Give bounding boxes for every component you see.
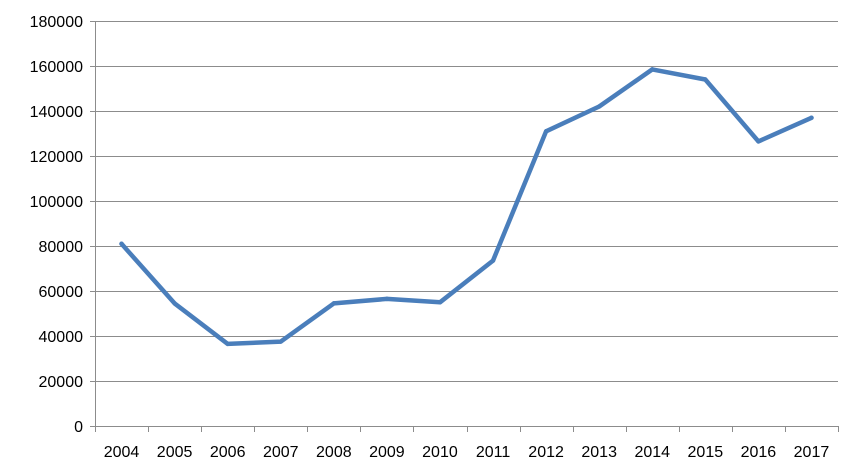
data-point-2011	[490, 258, 496, 263]
series-line	[119, 67, 814, 347]
data-point-2009	[384, 296, 390, 302]
data-point-2016	[756, 139, 761, 144]
x-tick-label: 2009	[369, 444, 405, 461]
x-tick-label: 2017	[794, 444, 830, 461]
data-point-2014	[650, 67, 655, 72]
data-point-2006	[225, 341, 230, 347]
x-tick-label: 2015	[688, 444, 724, 461]
series-layer	[119, 67, 814, 347]
x-axis-tick-labels: 2004 2005 2006 2007 2008 2009 2010 2011 2012 2013…	[104, 444, 830, 461]
x-tick-label: 2004	[104, 444, 140, 461]
data-point-2017	[809, 115, 814, 120]
x-tick-label: 2011	[476, 444, 511, 461]
data-point-2008	[331, 301, 337, 306]
x-tick-label: 2014	[634, 444, 670, 461]
axes	[90, 21, 839, 432]
x-tick-label: 2012	[528, 444, 564, 461]
y-axis-tick-labels: 0 20000 40000 60000 80000 100000 120000 140000 1…	[30, 14, 83, 436]
x-tick-label: 2005	[157, 444, 193, 461]
y-tick-label: 60000	[39, 284, 84, 301]
x-tick-label: 2008	[316, 444, 352, 461]
data-point-2012	[543, 129, 549, 134]
x-tick-label: 2007	[263, 444, 299, 461]
x-tick-label: 2016	[741, 444, 777, 461]
data-point-2007	[278, 339, 283, 344]
x-tick-label: 2006	[210, 444, 246, 461]
y-tick-label: 160000	[30, 59, 83, 76]
y-tick-label: 20000	[39, 374, 84, 391]
y-tick-label: 140000	[30, 104, 83, 121]
x-tick-label: 2013	[581, 444, 617, 461]
x-tick-label: 2010	[422, 444, 458, 461]
data-point-2015	[703, 77, 708, 82]
y-tick-label: 100000	[30, 194, 83, 211]
y-tick-label: 40000	[39, 329, 84, 346]
data-point-2005	[172, 301, 177, 306]
y-tick-label: 80000	[39, 239, 84, 256]
y-tick-label: 0	[74, 419, 83, 436]
y-tick-label: 120000	[30, 149, 83, 166]
data-point-2010	[437, 300, 443, 305]
data-point-2004	[119, 241, 124, 246]
y-tick-label: 180000	[30, 14, 83, 31]
data-point-2013	[596, 104, 602, 109]
